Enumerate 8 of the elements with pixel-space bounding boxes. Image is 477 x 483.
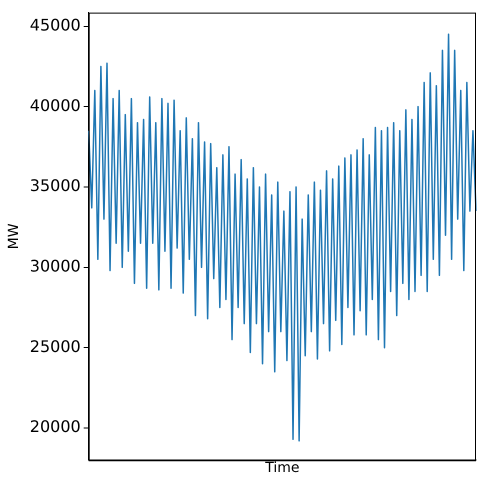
y-tick-label: 25000 [30, 336, 81, 356]
y-tick-label: 35000 [30, 176, 81, 196]
y-tick-label: 30000 [30, 256, 81, 276]
x-axis-title: Time [264, 460, 300, 476]
y-axis-title: MW [6, 223, 22, 250]
y-tick-label: 45000 [30, 15, 81, 34]
y-tick-label: 20000 [30, 417, 81, 436]
y-tick-label: 40000 [30, 96, 81, 115]
